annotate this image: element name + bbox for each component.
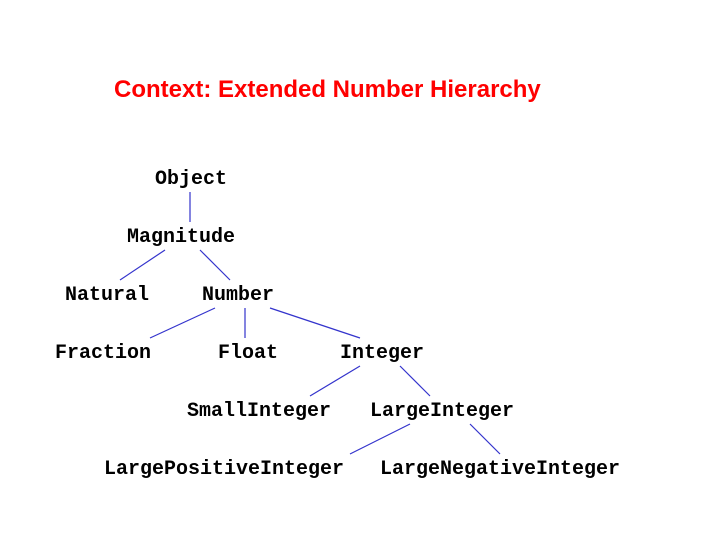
tree-edge (400, 366, 430, 396)
tree-node-object: Object (155, 168, 227, 191)
tree-node-float: Float (218, 342, 278, 365)
tree-node-smallint: SmallInteger (187, 400, 331, 423)
tree-node-integer: Integer (340, 342, 424, 365)
tree-edge (270, 308, 360, 338)
tree-node-fraction: Fraction (55, 342, 151, 365)
tree-node-natural: Natural (65, 284, 149, 307)
tree-node-largepos: LargePositiveInteger (104, 458, 344, 481)
page-title: Context: Extended Number Hierarchy (114, 76, 541, 104)
tree-edge (470, 424, 500, 454)
tree-node-largeneg: LargeNegativeInteger (380, 458, 620, 481)
tree-edge (120, 250, 165, 280)
tree-edge (310, 366, 360, 396)
tree-edge (200, 250, 230, 280)
tree-edge (350, 424, 410, 454)
tree-node-magnitude: Magnitude (127, 226, 235, 249)
tree-edge (150, 308, 215, 338)
tree-node-largeint: LargeInteger (370, 400, 514, 423)
tree-node-number: Number (202, 284, 274, 307)
